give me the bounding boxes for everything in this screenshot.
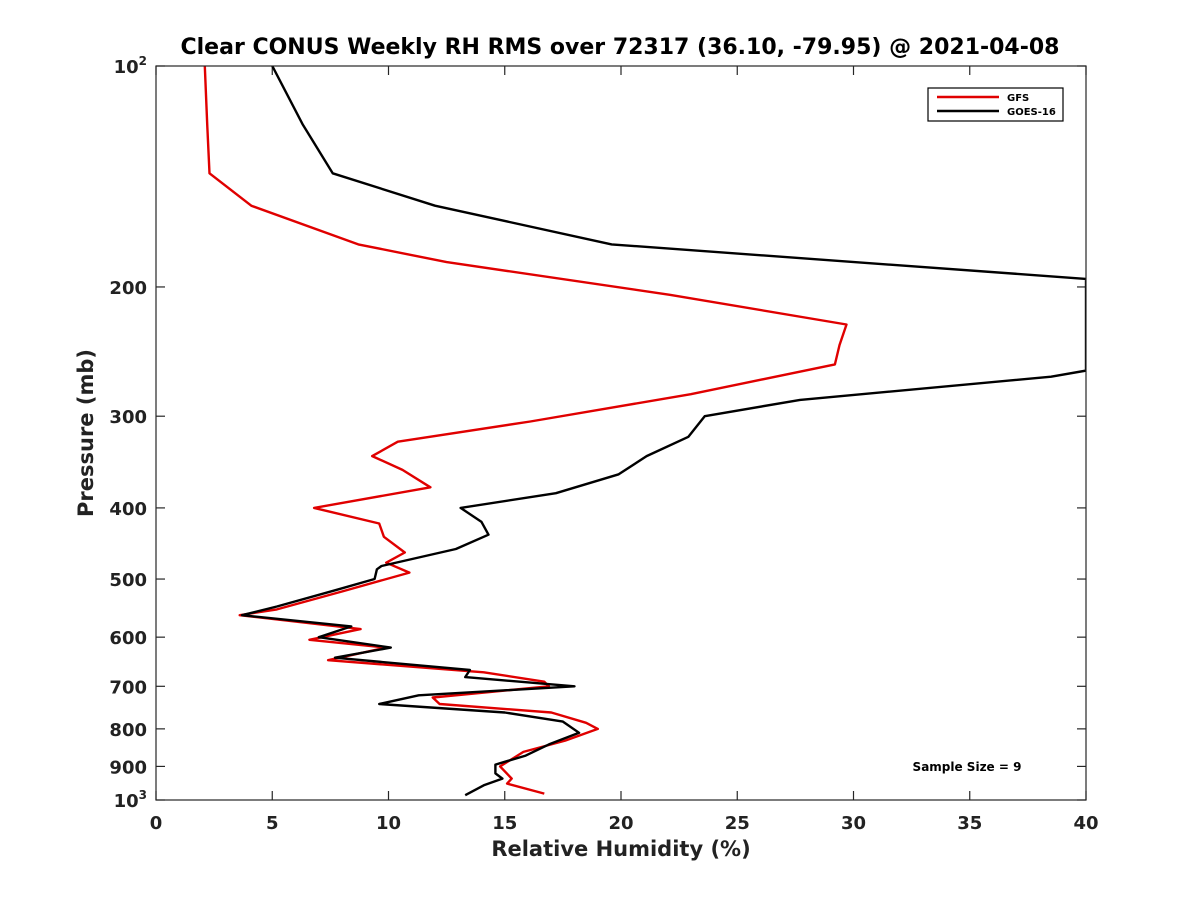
legend: GFS GOES-16 [927,87,1064,122]
x-tick-label: 25 [725,813,750,834]
x-tick-label: 20 [608,813,633,834]
y-tick-label: 300 [109,407,147,428]
y-tick-label: 800 [109,720,147,741]
chart-title: Clear CONUS Weekly RH RMS over 72317 (36… [181,35,1060,60]
plot-frame [155,65,1087,801]
y-tick-label: 900 [109,757,147,778]
y-tick-label: 200 [109,278,147,299]
x-tick-label: 40 [1073,813,1098,834]
y-tick-label: 102 [114,54,147,78]
y-tick-label: 400 [109,499,147,520]
x-axis-label: Relative Humidity (%) [491,837,750,861]
x-tick-label: 5 [266,813,279,834]
y-tick-exponent: 3 [139,788,147,802]
series-line-goes-16 [240,66,1086,797]
y-tick-label: 600 [109,628,147,649]
x-tick-label: 10 [376,813,401,834]
y-tick-label: 700 [109,677,147,698]
y-tick-label: 500 [109,570,147,591]
x-tick-label: 15 [492,813,517,834]
x-tick-label: 0 [150,813,163,834]
sample-size-annotation: Sample Size = 9 [913,760,1022,774]
legend-box [927,87,1064,122]
legend-label: GFS [1007,93,1029,104]
series-line-gfs [203,66,848,795]
y-tick-base: 10 [114,791,139,812]
y-axis-label: Pressure (mb) [74,349,98,517]
x-tick-label: 30 [841,813,866,834]
legend-label: GOES-16 [1007,107,1056,118]
y-tick-label: 103 [114,788,147,812]
x-tick-label: 35 [957,813,982,834]
y-tick-base: 10 [114,57,139,78]
y-tick-exponent: 2 [139,54,147,68]
